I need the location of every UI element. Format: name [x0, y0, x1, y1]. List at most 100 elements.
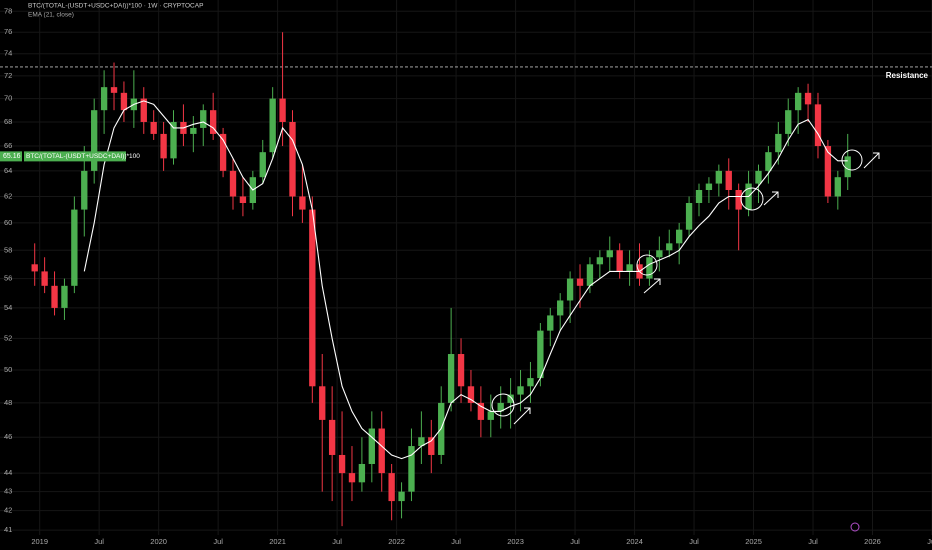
candle-body: [755, 170, 762, 184]
y-tick-label: 68: [4, 117, 12, 126]
candle-body: [190, 127, 197, 134]
candle-body: [239, 196, 247, 204]
candle-body: [229, 170, 237, 197]
candle-body: [309, 209, 316, 387]
y-tick-label: 56: [4, 274, 12, 283]
price-tag-name: BTC/(TOTAL-(USDT+USDC+DAI))*100: [26, 153, 140, 160]
y-tick-label: 76: [4, 27, 12, 36]
y-tick-label: 70: [4, 94, 12, 103]
resistance-label: Resistance: [886, 71, 929, 80]
candle-body: [477, 402, 485, 420]
candle-body: [814, 104, 822, 147]
candle-body: [487, 411, 494, 420]
candle-body: [398, 491, 405, 502]
candle-body: [447, 354, 455, 403]
price-tag-value: 65.16: [3, 153, 21, 160]
chart-title: BTC/(TOTAL-(USDT+USDC+DAI))*100 · 1W · C…: [28, 3, 203, 10]
x-tick-label: Jul: [808, 537, 818, 546]
x-tick-label: 2021: [269, 537, 286, 546]
annotation-arrow: [863, 152, 880, 169]
ema-line: [83, 100, 848, 460]
candle-body: [586, 264, 594, 286]
plot-area: [0, 32, 932, 527]
annotations: [491, 149, 880, 532]
x-tick-label: 2023: [507, 537, 524, 546]
y-tick-label: 74: [4, 49, 12, 58]
candle-body: [646, 257, 653, 279]
x-tick-label: Jul: [927, 537, 932, 546]
y-tick-label: 54: [4, 303, 12, 312]
candle-body: [31, 264, 38, 272]
candle-body: [537, 330, 544, 379]
candle-body: [507, 394, 514, 403]
candle-body: [41, 271, 48, 286]
candle-body: [557, 300, 564, 316]
candle-body: [81, 170, 88, 210]
candle-body: [348, 473, 356, 483]
candle-body: [328, 419, 336, 455]
candle-body: [705, 183, 713, 190]
candle-body: [725, 170, 732, 190]
x-tick-label: 2020: [150, 537, 167, 546]
candle-body: [378, 428, 385, 474]
candle-body: [100, 87, 108, 111]
candle-body: [695, 189, 703, 204]
x-tick-label: Jul: [451, 537, 461, 546]
candle-body: [418, 437, 425, 447]
candle-body: [785, 110, 792, 134]
y-tick-label: 42: [4, 506, 12, 515]
annotation-circle: [491, 393, 515, 417]
candle-body: [626, 264, 633, 272]
x-tick-label: 2022: [388, 537, 405, 546]
annotation-arrow: [513, 407, 531, 425]
y-tick-label: 46: [4, 432, 12, 441]
x-tick-label: Jul: [570, 537, 580, 546]
annotation-arrow: [763, 191, 779, 206]
y-tick-label: 41: [4, 525, 12, 534]
y-tick-label: 44: [4, 468, 12, 477]
candle-body: [675, 229, 683, 244]
x-tick-label: 2019: [31, 537, 48, 546]
candle-body: [527, 378, 534, 387]
candle-body: [497, 402, 504, 412]
y-tick-label: 62: [4, 191, 12, 200]
y-tick-label: 58: [4, 245, 12, 254]
candle-body: [388, 473, 395, 502]
candle-body: [616, 250, 623, 272]
candle-body: [765, 152, 772, 171]
y-tick-label: 60: [4, 218, 12, 227]
candle-body: [656, 250, 663, 258]
candle-body: [338, 454, 346, 474]
candle-body: [428, 437, 435, 455]
candle-body: [517, 386, 524, 395]
candle-body: [209, 110, 217, 134]
candle-body: [91, 110, 98, 171]
candle-body: [170, 121, 177, 159]
candle-body: [219, 133, 227, 171]
x-tick-label: 2026: [864, 537, 881, 546]
candle-body: [200, 110, 207, 128]
candle-body: [259, 152, 266, 178]
candle-body: [457, 354, 465, 387]
annotation-circle: [841, 149, 863, 171]
y-tick-label: 43: [4, 487, 12, 496]
candle-body: [804, 92, 812, 105]
candle-body: [368, 428, 375, 464]
price-tag-bg: [0, 151, 22, 162]
event-icon[interactable]: [850, 522, 860, 532]
y-tick-label: 50: [4, 365, 12, 374]
candle-body: [299, 196, 306, 210]
candle-body: [61, 285, 68, 308]
candle-body: [467, 386, 475, 403]
candle-body: [547, 315, 554, 331]
annotation-circle: [636, 254, 658, 276]
candle-body: [51, 285, 58, 308]
candle-body: [715, 170, 723, 184]
candle-body: [358, 463, 366, 483]
candle-body: [685, 203, 693, 230]
candle-body: [666, 243, 673, 251]
y-tick-label: 52: [4, 333, 12, 342]
candle-body: [110, 87, 118, 93]
candle-body: [408, 446, 415, 492]
